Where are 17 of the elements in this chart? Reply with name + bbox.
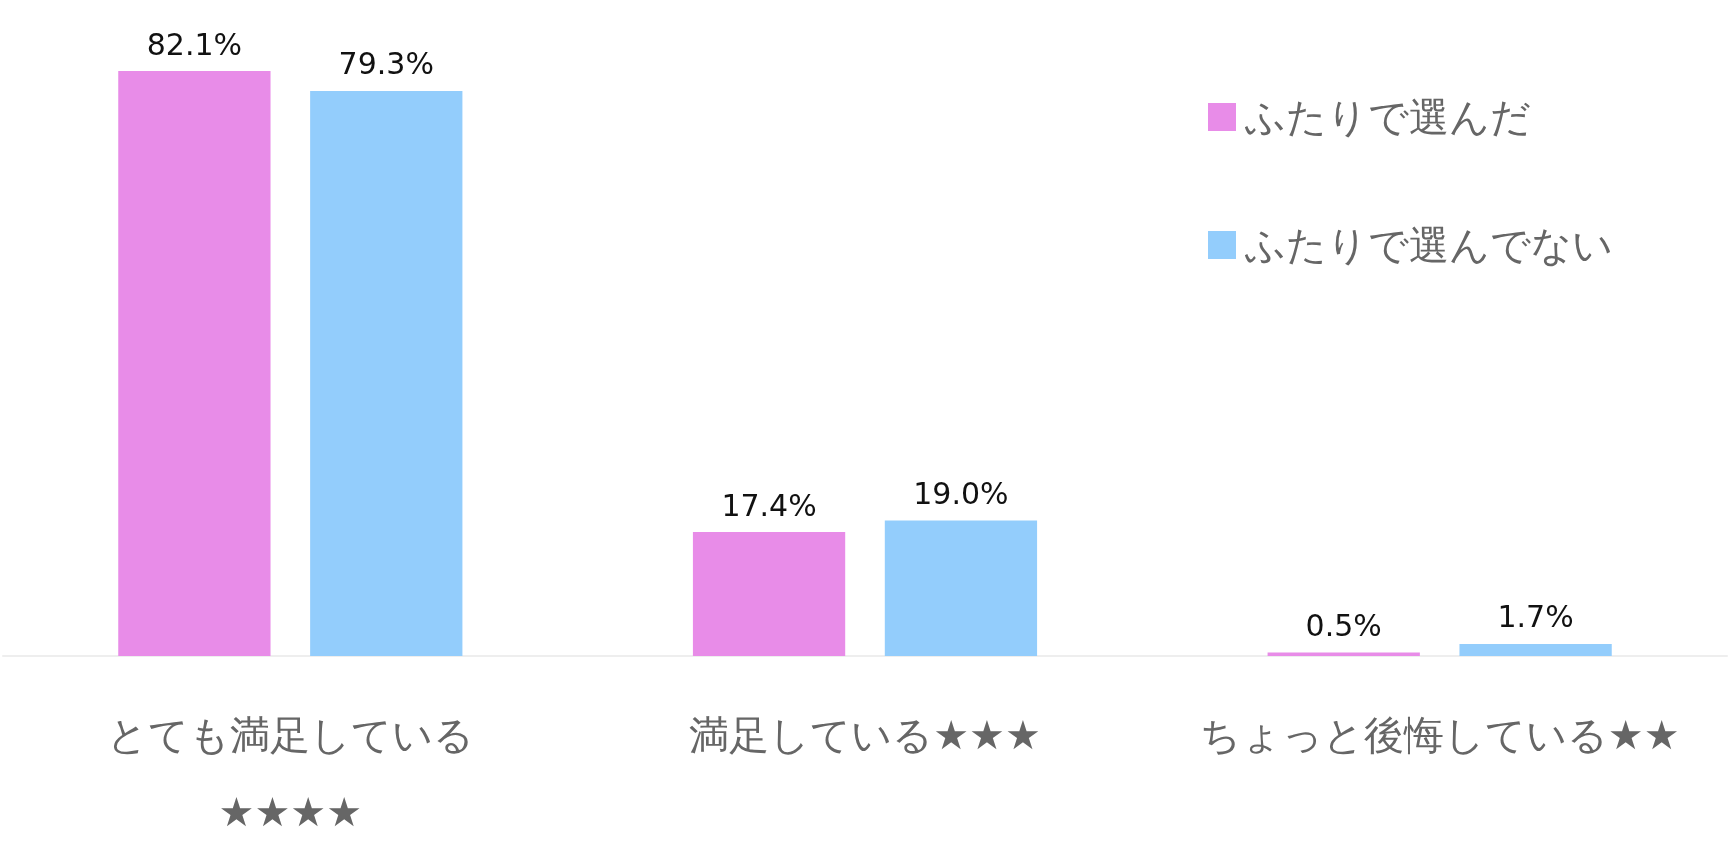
bar	[692, 532, 846, 656]
bar	[1459, 643, 1612, 656]
bar	[884, 520, 1038, 656]
bar	[1267, 652, 1420, 656]
x-tick-label: ちょっと後悔している★★	[1199, 711, 1680, 758]
data-label: 1.7%	[1497, 599, 1574, 635]
data-label: 19.0%	[913, 476, 1009, 512]
data-label: 82.1%	[146, 26, 243, 62]
data-label: 17.4%	[721, 487, 817, 523]
bar	[310, 90, 463, 656]
x-tick-label: とても満足している ★★★★	[106, 711, 474, 835]
data-label: 0.5%	[1305, 607, 1382, 643]
legend-label: ふたりで選んでない	[1244, 222, 1613, 268]
x-tick-label: 満足している★★★	[689, 711, 1041, 758]
legend-label: ふたりで選んだ	[1244, 94, 1531, 140]
data-label: 79.3%	[338, 46, 434, 82]
bar	[118, 71, 271, 656]
